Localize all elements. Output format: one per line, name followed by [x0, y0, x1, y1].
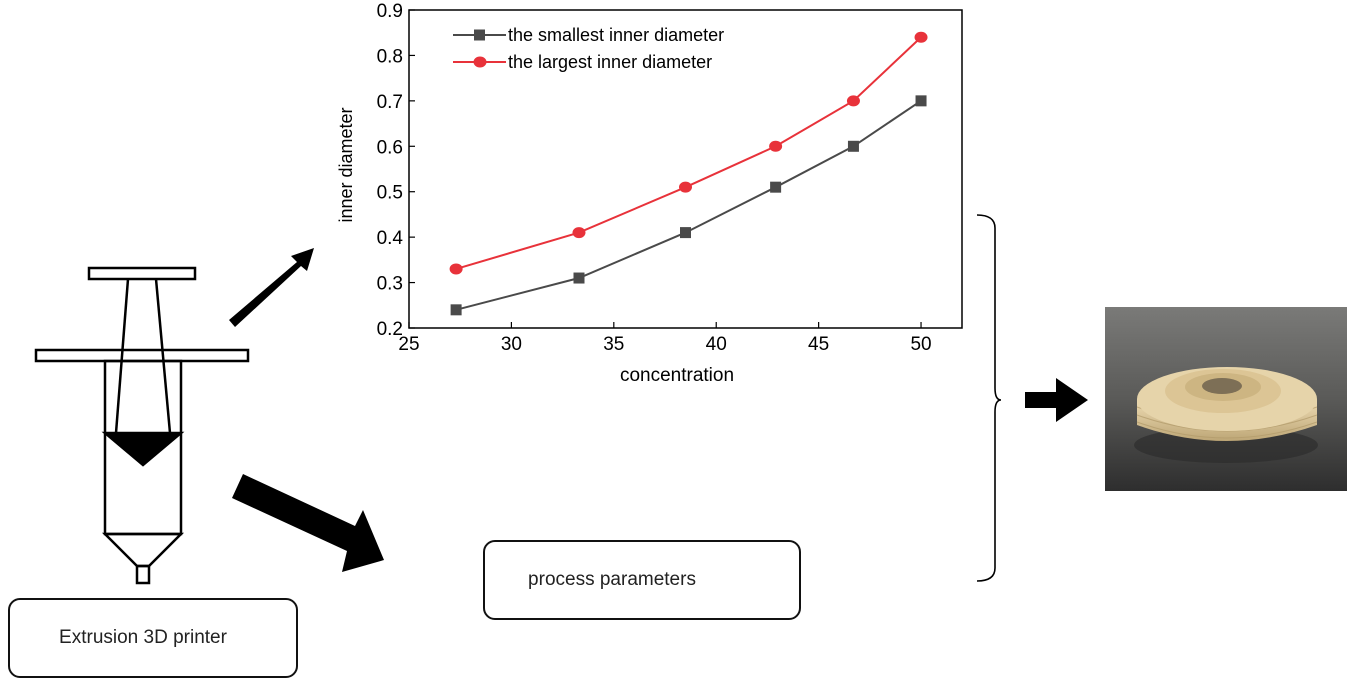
line-chart: 0.2 0.3 0.4 0.5 0.6 0.7 0.8 0.9 25 30 35 40 45 50 th…	[336, 1, 963, 386]
series-line-1	[455, 100, 922, 311]
series-lines	[449, 31, 928, 316]
data-point	[449, 263, 463, 275]
x-tick-label: 40	[706, 334, 727, 355]
data-point	[770, 181, 782, 193]
y-axis-label: inner diameter	[336, 107, 356, 222]
data-point	[573, 272, 585, 284]
legend-label: the largest inner diameter	[508, 52, 712, 72]
process-parameters-box: process parameters	[483, 540, 801, 620]
brace-icon	[976, 214, 1002, 582]
x-tick-label: 35	[603, 334, 624, 355]
arrow-up-right-icon	[229, 248, 314, 327]
data-point	[450, 304, 462, 316]
data-point	[847, 140, 859, 152]
data-point	[572, 227, 586, 239]
y-tick-label: 0.2	[377, 319, 403, 340]
legend-marker	[473, 56, 487, 68]
printer-label-box: Extrusion 3D printer	[8, 598, 298, 678]
y-tick-label: 0.6	[377, 137, 403, 158]
printer-label: Extrusion 3D printer	[59, 627, 227, 648]
arrow-right-icon	[1025, 378, 1088, 422]
x-axis: 25 30 35 40 45 50	[398, 322, 932, 355]
y-axis: 0.2 0.3 0.4 0.5 0.6 0.7 0.8 0.9	[377, 1, 415, 340]
x-tick-label: 30	[501, 334, 522, 355]
data-point	[679, 181, 692, 193]
legend-label: the smallest inner diameter	[508, 25, 724, 45]
process-parameters-label: process parameters	[528, 569, 696, 590]
data-point	[914, 31, 928, 43]
data-point	[769, 140, 783, 152]
x-tick-label: 50	[910, 334, 931, 355]
plot-frame	[408, 9, 963, 329]
arrow-down-right-icon	[232, 474, 384, 572]
y-tick-label: 0.4	[377, 228, 404, 249]
legend: the smallest inner diameter the largest i…	[453, 25, 724, 72]
y-tick-label: 0.5	[377, 183, 403, 204]
y-tick-label: 0.8	[377, 46, 403, 67]
data-point	[915, 95, 927, 107]
data-point	[846, 95, 860, 107]
series-line-2	[455, 36, 922, 270]
y-tick-label: 0.9	[377, 1, 403, 22]
y-tick-label: 0.7	[377, 92, 403, 113]
syringe-icon	[34, 266, 250, 585]
x-tick-label: 45	[808, 334, 829, 355]
printed-sample-photo	[1105, 307, 1347, 491]
legend-marker	[474, 29, 485, 41]
x-axis-label: concentration	[620, 365, 734, 386]
x-tick-label: 25	[398, 334, 419, 355]
data-point	[680, 227, 691, 239]
y-tick-label: 0.3	[377, 274, 403, 295]
